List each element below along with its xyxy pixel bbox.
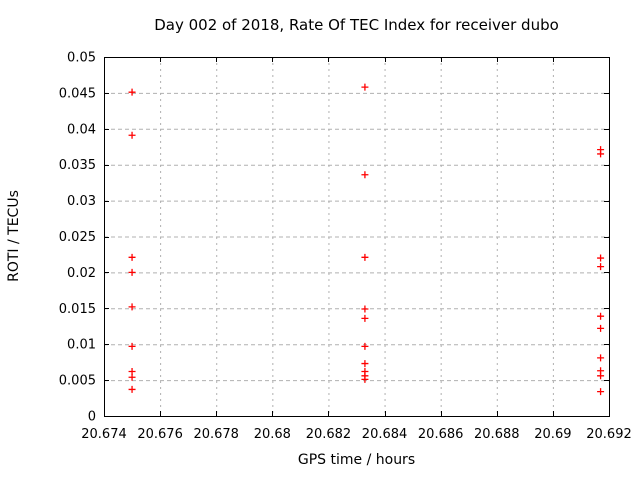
x-tick-label: 20.68 [254, 427, 291, 442]
x-tick-label: 20.682 [306, 427, 352, 442]
data-point-marker [597, 263, 605, 271]
data-point-marker [361, 253, 369, 261]
data-point-marker [128, 88, 136, 96]
x-tick-label: 20.674 [81, 427, 127, 442]
x-tick-label: 20.692 [586, 427, 632, 442]
data-point-marker [361, 375, 369, 383]
y-tick-label: 0.025 [59, 230, 96, 245]
data-point-marker [128, 303, 136, 311]
x-tick-label: 20.69 [534, 427, 571, 442]
x-tick-label: 20.686 [418, 427, 464, 442]
y-tick-label: 0.03 [67, 194, 96, 209]
data-point-marker [128, 131, 136, 139]
x-tick-label: 20.678 [193, 427, 239, 442]
y-tick-label: 0 [88, 410, 96, 425]
chart-title: Day 002 of 2018, Rate Of TEC Index for r… [154, 16, 559, 34]
x-tick-label: 20.688 [474, 427, 520, 442]
y-tick-label: 0.04 [67, 122, 96, 137]
data-point-marker [128, 373, 136, 381]
data-point-marker [361, 314, 369, 322]
data-point-marker [128, 268, 136, 276]
y-tick-label: 0.01 [67, 338, 96, 353]
data-point-marker [597, 312, 605, 320]
y-tick-label: 0.035 [59, 158, 96, 173]
data-point-marker [597, 150, 605, 158]
data-point-marker [361, 305, 369, 313]
y-axis-label: ROTI / TECUs [6, 190, 22, 282]
data-point-marker [597, 254, 605, 262]
y-tick-label: 0.05 [67, 51, 96, 66]
data-point-marker [361, 342, 369, 350]
y-tick-label: 0.005 [59, 374, 96, 389]
y-tick-label: 0.045 [59, 86, 96, 101]
x-tick-label: 20.676 [137, 427, 183, 442]
data-point-marker [597, 372, 605, 380]
data-point-marker [597, 324, 605, 332]
y-tick-label: 0.02 [67, 266, 96, 281]
data-point-marker [361, 83, 369, 91]
data-point-marker [597, 388, 605, 396]
x-tick-label: 20.684 [362, 427, 408, 442]
data-point-marker [597, 354, 605, 362]
y-tick-label: 0.015 [59, 302, 96, 317]
data-point-marker [361, 171, 369, 179]
data-point-marker [128, 253, 136, 261]
data-point-marker [361, 360, 369, 368]
data-point-marker [128, 342, 136, 350]
x-axis-label: GPS time / hours [297, 452, 416, 468]
data-point-marker [128, 385, 136, 393]
